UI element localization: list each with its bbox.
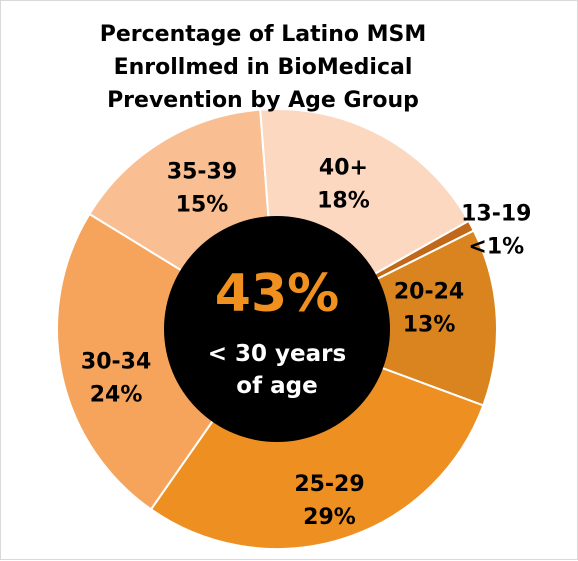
chart-title: Percentage of Latino MSM Enrollmed in Bi… [100, 22, 427, 113]
slice-value: 24% [90, 382, 143, 407]
center-text: 43% < 30 years of age [208, 264, 346, 399]
slice-25-29 [149, 327, 485, 551]
slice-label: 35-39 [167, 159, 237, 184]
slice-value: 29% [303, 505, 356, 530]
slice-labels: 13-19 <1%20-24 13% 25-29 29% 30-34 24% 35-39 15%… [81, 155, 532, 530]
slice-label: 30-34 [81, 349, 151, 374]
title-line-2: Enrollmed in BioMedical [114, 55, 413, 80]
slice-value: 18% [317, 188, 370, 213]
slice-label: 25-29 [294, 472, 364, 497]
center-caption-line-2: of age [236, 373, 317, 399]
slice-30-34 [56, 212, 279, 511]
slice-value: 15% [176, 192, 229, 217]
center-big-value: 43% [215, 264, 339, 324]
donut-center [164, 216, 390, 442]
slice-value: 13% [403, 313, 456, 338]
center-caption-line-1: < 30 years [208, 341, 346, 367]
slice-label: 13-19 [461, 202, 531, 227]
slice-value: <1% [468, 235, 524, 260]
title-line-1: Percentage of Latino MSM [100, 22, 427, 47]
slice-label: 40+ [319, 155, 368, 180]
slice-label: 20-24 [394, 280, 464, 305]
title-line-3: Prevention by Age Group [107, 88, 419, 113]
